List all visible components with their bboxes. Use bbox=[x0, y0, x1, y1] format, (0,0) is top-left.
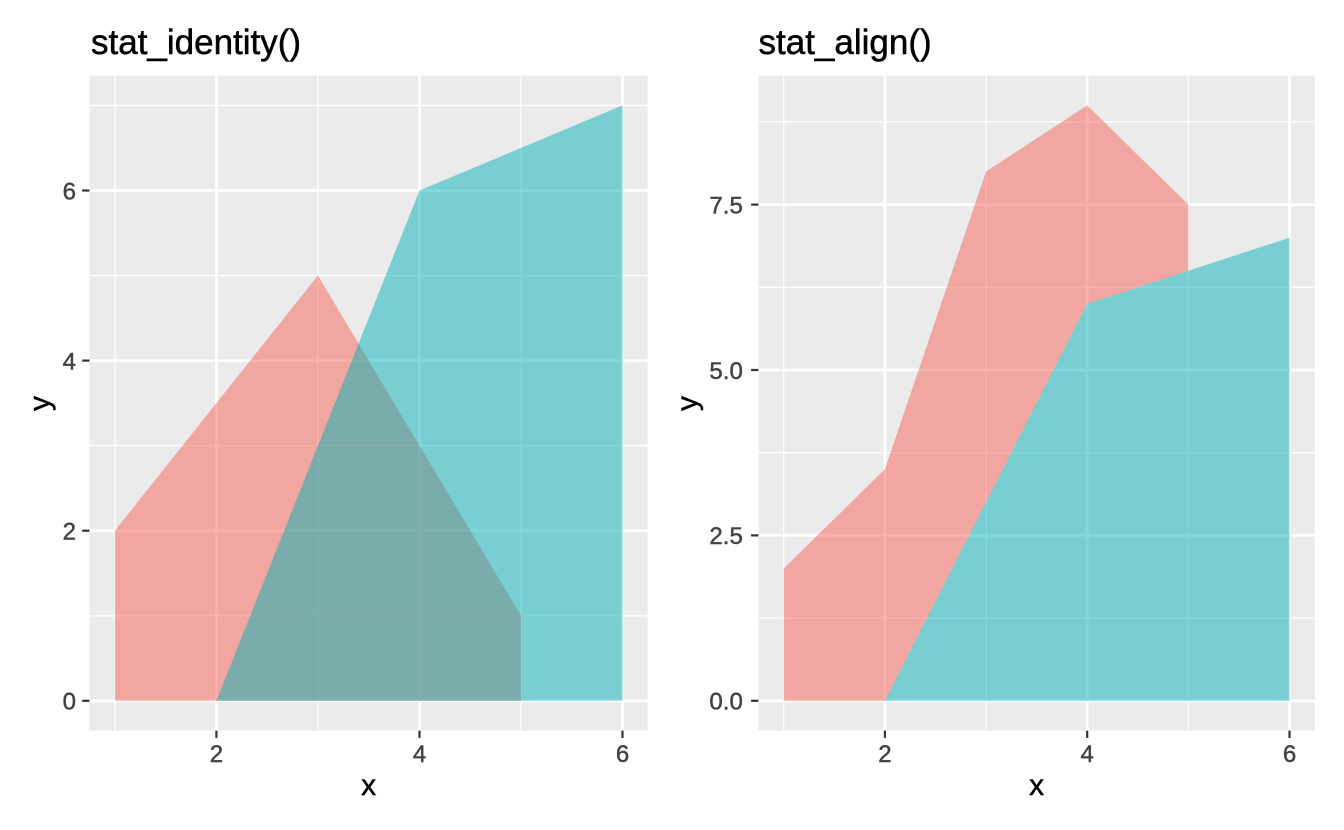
svg-text:4: 4 bbox=[63, 348, 76, 375]
svg-text:0: 0 bbox=[63, 689, 76, 716]
svg-text:7.5: 7.5 bbox=[709, 192, 742, 219]
svg-text:2.5: 2.5 bbox=[709, 523, 742, 550]
svg-text:4: 4 bbox=[1081, 741, 1094, 768]
svg-text:0.0: 0.0 bbox=[709, 689, 742, 716]
svg-text:6: 6 bbox=[616, 741, 629, 768]
svg-text:5.0: 5.0 bbox=[709, 358, 742, 385]
svg-text:6: 6 bbox=[63, 178, 76, 205]
svg-text:x: x bbox=[361, 769, 376, 802]
svg-text:2: 2 bbox=[210, 741, 223, 768]
svg-text:2: 2 bbox=[878, 741, 891, 768]
svg-text:2: 2 bbox=[63, 519, 76, 546]
svg-text:y: y bbox=[671, 396, 704, 411]
svg-text:stat_identity(): stat_identity() bbox=[91, 23, 301, 62]
svg-text:6: 6 bbox=[1283, 741, 1296, 768]
svg-text:y: y bbox=[24, 396, 57, 411]
svg-text:4: 4 bbox=[413, 741, 426, 768]
svg-text:stat_align(): stat_align() bbox=[759, 23, 932, 62]
svg-text:x: x bbox=[1029, 769, 1044, 802]
